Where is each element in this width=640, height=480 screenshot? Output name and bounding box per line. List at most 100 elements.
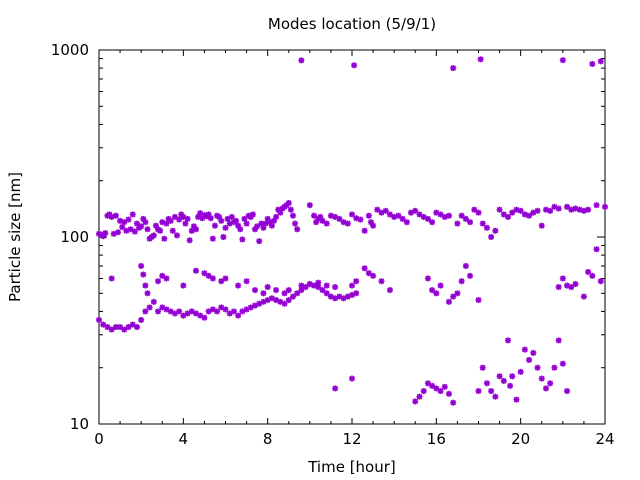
data-point [292,220,299,227]
data-point [513,396,520,403]
data-point [207,215,214,222]
data-point [437,211,444,218]
data-point [315,284,322,291]
data-point [589,272,596,279]
data-point [454,290,461,297]
data-point [184,215,191,222]
data-point [192,226,199,233]
data-point [505,337,512,344]
data-point [471,206,478,213]
data-point [488,234,495,240]
data-point [336,215,343,222]
data-point [235,312,242,319]
data-point [214,308,221,315]
data-point [378,278,385,285]
data-point [138,316,145,323]
x-tick-label: 8 [263,430,273,448]
data-point [211,222,218,229]
y-tick-label: 1000 [51,41,89,59]
data-point [429,382,436,389]
y-tick-label: 100 [60,228,89,246]
data-point [323,282,330,289]
data-point [593,246,600,253]
data-point [323,290,330,297]
data-point [256,238,263,245]
data-point [233,217,240,224]
y-axis-label: Particle size [nm] [6,172,24,302]
data-point [353,278,360,285]
data-point [264,284,271,291]
data-point [349,282,355,289]
data-points [96,56,608,406]
data-point [467,219,474,226]
data-point [593,202,600,209]
data-point [100,321,107,328]
data-point [433,385,440,392]
data-point [270,217,277,224]
data-point [559,275,566,282]
data-point [146,304,153,311]
data-point [475,388,482,395]
data-point [526,212,533,219]
data-point [159,272,166,279]
data-point [505,213,512,220]
data-point [559,57,566,64]
data-point [182,220,189,227]
data-point [273,213,280,220]
x-tick-label: 20 [511,430,530,448]
data-point [458,278,465,285]
data-point [374,206,381,213]
data-point [192,267,199,274]
data-point [125,216,132,223]
data-point [171,213,178,220]
data-point [507,382,514,389]
data-point [144,226,151,233]
data-point [534,364,541,371]
data-point [150,298,157,305]
data-point [551,364,558,371]
data-point [597,58,604,65]
data-point [555,337,562,344]
x-tick-label: 4 [179,430,189,448]
data-point [496,206,503,213]
data-point [416,393,423,400]
data-point [228,213,235,220]
data-point [437,282,444,289]
data-point [517,207,524,214]
data-point [285,287,292,294]
data-point [450,65,457,72]
data-point [104,324,111,331]
data-point [365,270,372,277]
data-point [349,375,355,382]
data-point [108,275,115,282]
data-point [403,219,410,226]
data-point [467,272,474,279]
data-point [161,235,168,242]
data-point [492,393,499,400]
data-point [445,390,452,397]
data-point [218,217,225,224]
data-point [475,209,482,216]
data-point [585,206,592,213]
data-point [125,324,132,331]
data-point [445,212,452,219]
data-point [222,275,229,282]
data-point [252,287,259,294]
data-point [155,308,162,315]
data-point [163,275,170,282]
data-point [133,324,140,331]
data-point [114,229,121,236]
data-point [353,290,360,297]
data-point [517,368,524,375]
data-point [382,207,389,214]
y-axis: 10 100 1000 [51,41,605,433]
data-point [294,226,301,233]
data-point [386,287,393,294]
data-point [589,60,596,67]
data-point [496,373,503,380]
data-point [281,300,288,307]
data-point [399,215,406,222]
data-point [555,284,562,291]
data-point [433,290,440,297]
data-point [121,219,128,226]
